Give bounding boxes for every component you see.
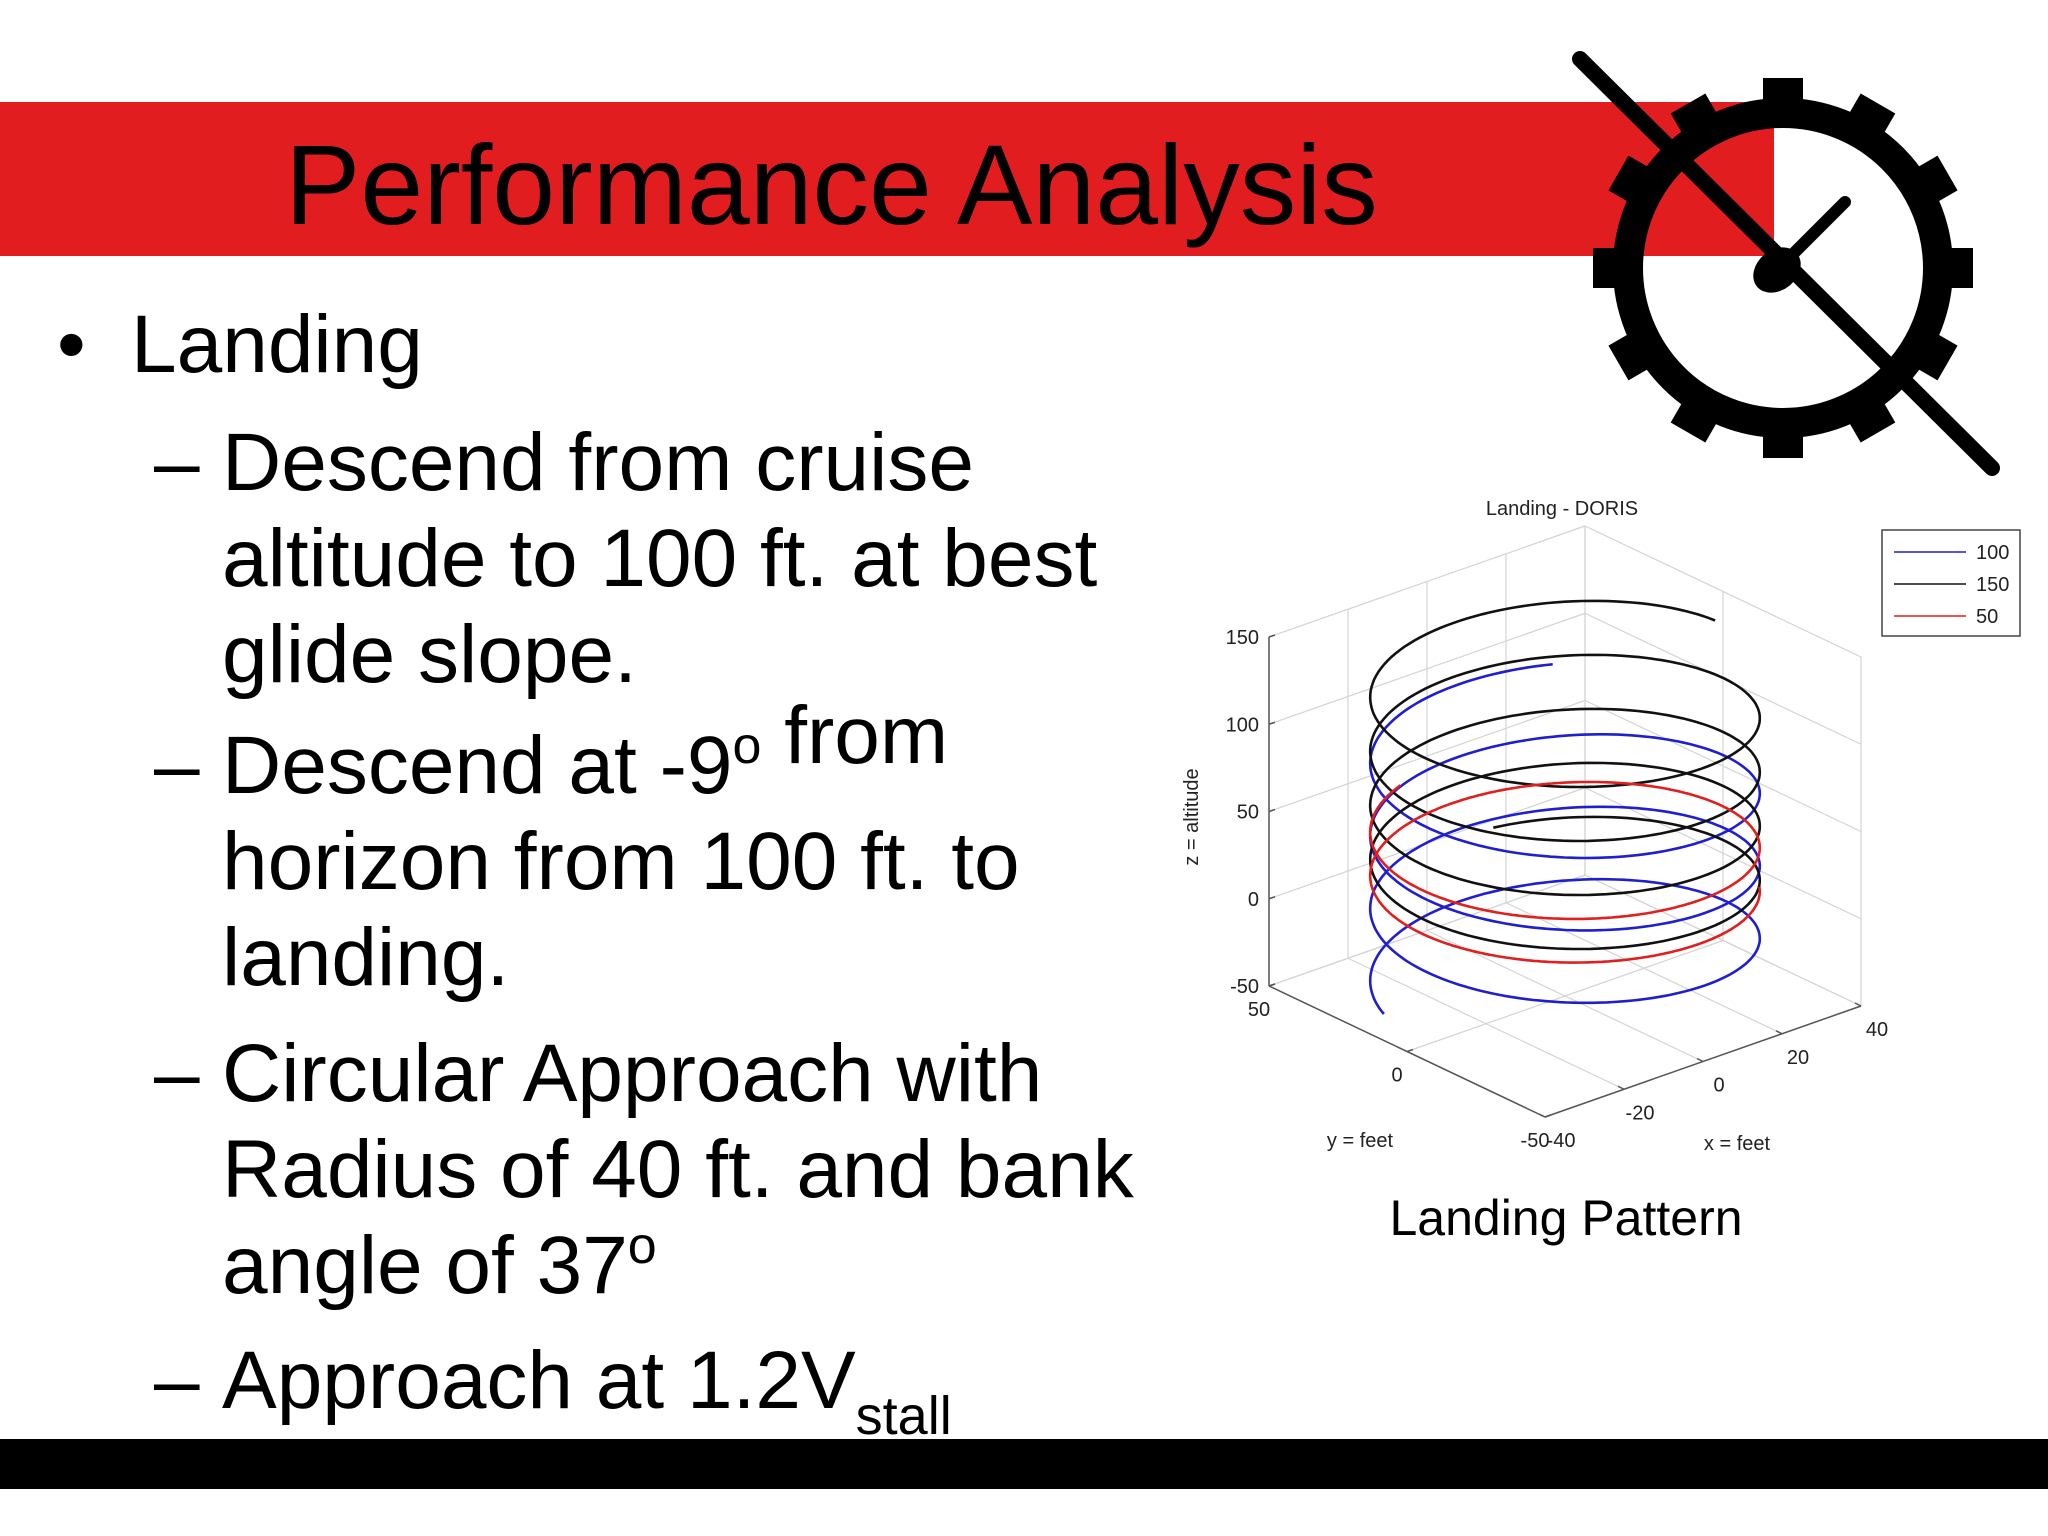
tick-mark: [1854, 1002, 1862, 1007]
x-axis-label: x = feet: [1704, 1133, 1771, 1155]
tick-mark: [1406, 1048, 1414, 1053]
z-axis-label: z = altitude: [1181, 768, 1203, 865]
x-tick-label: 20: [1787, 1047, 1809, 1069]
gear-tooth: [1902, 155, 1958, 211]
gear-tooth: [1608, 325, 1664, 381]
text-run: Descend at -9: [222, 720, 733, 811]
z-tick-label: -50: [1230, 976, 1259, 998]
bullet-heading: Landing: [131, 299, 423, 390]
legend-label: 150: [1976, 574, 2009, 596]
text-run: horizon from 100 ft. to: [222, 816, 1020, 907]
gear-tooth: [1670, 387, 1726, 443]
text-run: Circular Approach with: [222, 1028, 1042, 1119]
legend-label: 100: [1976, 542, 2009, 564]
bullet-line: glide slope.: [222, 609, 637, 700]
z-tick-label: 150: [1226, 627, 1259, 649]
footer-bar: [0, 1439, 2048, 1489]
tick-mark: [1268, 983, 1276, 987]
gear-tooth: [1763, 418, 1803, 458]
gear-tooth: [1840, 93, 1896, 149]
gear-tooth: [1902, 325, 1958, 381]
bullet-line: Approach at 1.2Vstall: [222, 1335, 952, 1446]
gear-tooth: [1593, 248, 1633, 288]
grid-line: [1406, 939, 1724, 1053]
logo-hand: [1572, 51, 2000, 476]
dash-marker: –: [154, 1335, 200, 1426]
superscript: o: [628, 1217, 657, 1275]
tick-mark: [1268, 721, 1276, 725]
z-tick-label: 50: [1237, 802, 1259, 824]
y-tick-label: 50: [1248, 999, 1270, 1021]
chart: -50 0 50 100 150 -40 -20 0 20 40 -50 0 50 Landing - D…: [1181, 498, 2021, 1155]
bullet-line: Radius of 40 ft. and bank: [222, 1124, 1135, 1215]
x-tick-label: -20: [1626, 1102, 1655, 1124]
text-run: Radius of 40 ft. and bank: [222, 1124, 1135, 1215]
title-banner: [0, 102, 1774, 256]
helix-line: [1368, 780, 1762, 964]
x-tick-label: 40: [1866, 1019, 1888, 1041]
text-run: Approach at 1.2V: [222, 1335, 856, 1426]
text-run: Descend from cruise: [222, 417, 974, 508]
gear-tooth: [1933, 248, 1973, 288]
text-run: landing.: [222, 912, 509, 1003]
bullet-line: Circular Approach with: [222, 1028, 1042, 1119]
bullet-line: altitude to 100 ft. at best: [222, 513, 1097, 604]
legend-box: [1881, 529, 2021, 637]
bullet-line: Descend from cruise: [222, 417, 974, 508]
dash-marker: –: [154, 720, 200, 811]
z-tick-label: 0: [1248, 889, 1259, 911]
bullet-line: angle of 37o: [222, 1217, 657, 1311]
text-run: glide slope.: [222, 609, 637, 700]
tick-mark: [1268, 808, 1276, 813]
bullet-line: landing.: [222, 912, 509, 1003]
y-tick-label: -50: [1521, 1130, 1550, 1152]
tick-mark: [1538, 1113, 1546, 1118]
gear-tooth: [1670, 93, 1726, 149]
text-run: angle of 37: [222, 1220, 628, 1311]
bullet-marker: •: [57, 299, 86, 390]
tick-mark: [1268, 634, 1276, 638]
z-tick-label: 100: [1226, 714, 1259, 736]
bullet-line: Descend at -9o from: [222, 690, 948, 811]
slide-title: Performance Analysis: [285, 122, 1378, 248]
x-tick-label: 0: [1713, 1075, 1724, 1097]
legend-label: 50: [1976, 606, 1998, 628]
figure-caption: Landing Pattern: [1389, 1190, 1742, 1246]
y-axis-label: y = feet: [1327, 1130, 1394, 1152]
tick-mark: [1617, 1085, 1625, 1090]
chart-title: Landing - DORIS: [1486, 498, 1638, 520]
tick-mark: [1268, 896, 1276, 900]
gear-tooth: [1608, 155, 1664, 211]
tick-mark: [1775, 1030, 1783, 1035]
superscript: o: [733, 717, 762, 775]
text-run: altitude to 100 ft. at best: [222, 513, 1097, 604]
logo: [1572, 51, 2000, 476]
dash-marker: –: [154, 417, 200, 508]
legend: 100 150 50: [1881, 529, 2021, 637]
dash-marker: –: [154, 1028, 200, 1119]
gear-tooth: [1763, 78, 1803, 118]
bullet-line: horizon from 100 ft. to: [222, 816, 1020, 907]
tick-mark: [1696, 1057, 1704, 1063]
subscript: stall: [856, 1386, 952, 1446]
x-tick-label: -40: [1547, 1130, 1576, 1152]
text-run: from: [761, 690, 948, 781]
tick-mark: [1544, 1114, 1552, 1118]
gear-tooth: [1840, 387, 1896, 443]
helix-line: [1368, 663, 1762, 1015]
y-tick-label: 0: [1391, 1065, 1402, 1087]
